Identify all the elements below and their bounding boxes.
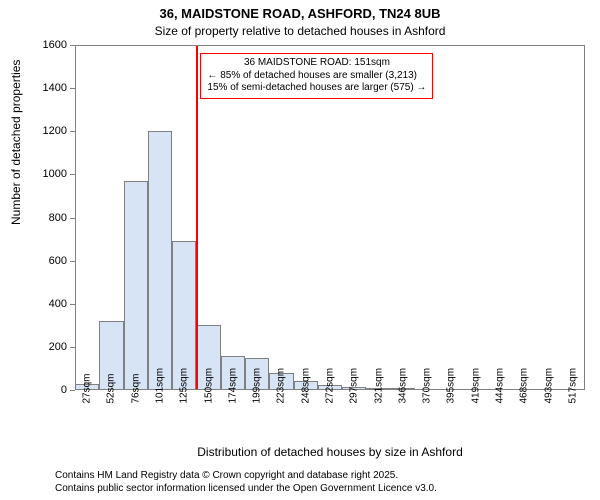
y-tick-mark [70,347,75,348]
y-tick-label: 1400 [27,82,67,94]
histogram-plot: 36 MAIDSTONE ROAD: 151sqm← 85% of detach… [75,45,585,390]
y-tick-mark [70,131,75,132]
y-tick-label: 1200 [27,125,67,137]
y-tick-label: 800 [27,212,67,224]
y-tick-label: 1600 [27,39,67,51]
footer-attribution: Contains HM Land Registry data © Crown c… [55,470,437,495]
y-tick-label: 0 [27,384,67,396]
y-tick-label: 200 [27,341,67,353]
annotation-line: ← 85% of detached houses are smaller (3,… [207,70,426,83]
annotation-line: 36 MAIDSTONE ROAD: 151sqm [207,57,426,70]
footer-line-1: Contains HM Land Registry data © Crown c… [55,470,437,483]
y-tick-label: 1000 [27,168,67,180]
y-tick-mark [70,174,75,175]
annotation-line: 15% of semi-detached houses are larger (… [207,82,426,95]
x-axis-title: Distribution of detached houses by size … [75,445,585,459]
page-title: 36, MAIDSTONE ROAD, ASHFORD, TN24 8UB [0,6,600,21]
y-axis-title: Number of detached properties [9,205,23,225]
histogram-bar [148,131,172,390]
histogram-bar [124,181,148,390]
footer-line-2: Contains public sector information licen… [55,483,437,496]
y-tick-mark [70,88,75,89]
y-tick-mark [70,261,75,262]
y-tick-mark [70,390,75,391]
y-tick-mark [70,45,75,46]
y-tick-mark [70,304,75,305]
y-tick-label: 600 [27,255,67,267]
y-tick-mark [70,218,75,219]
annotation-box: 36 MAIDSTONE ROAD: 151sqm← 85% of detach… [200,53,433,99]
page-subtitle: Size of property relative to detached ho… [0,24,600,38]
reference-line [196,45,198,390]
y-tick-label: 400 [27,298,67,310]
